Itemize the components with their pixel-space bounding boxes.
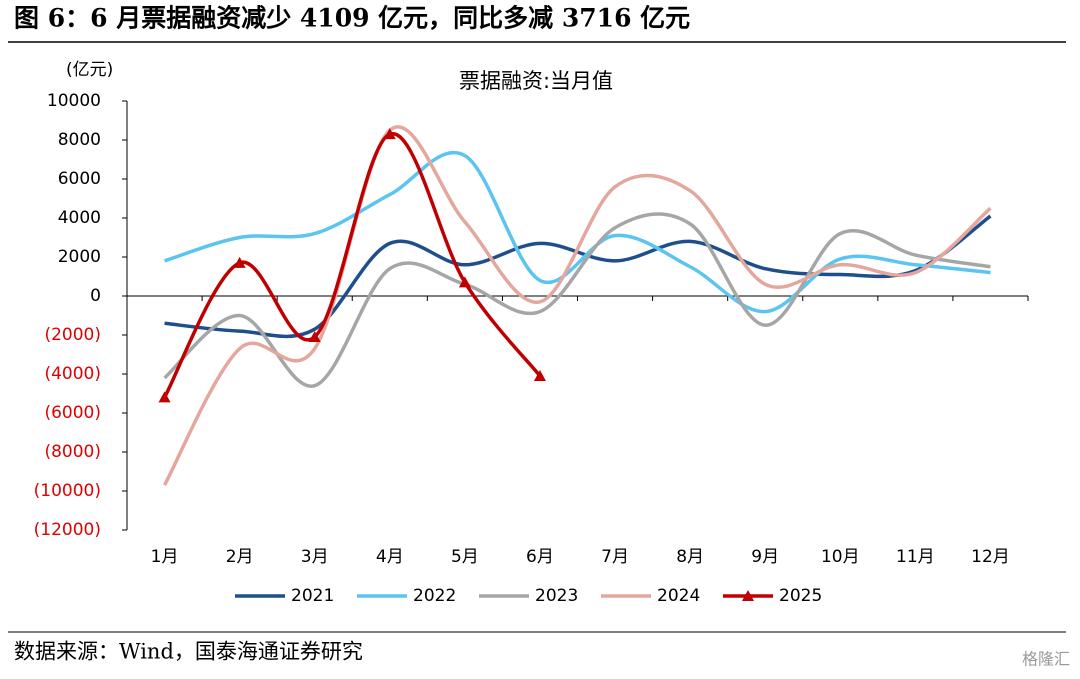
legend-label: 2021 (291, 586, 334, 606)
marker (308, 330, 321, 342)
x-tick-label: 3月 (301, 547, 329, 567)
line (163, 212, 991, 388)
y-tick-label: 10000 (47, 91, 101, 111)
line (163, 125, 992, 486)
marker (458, 276, 471, 288)
y-tick-label: 2000 (58, 247, 101, 267)
legend-label: 2022 (413, 586, 456, 606)
x-tick-label: 12月 (971, 547, 1010, 567)
x-tick-label: 5月 (451, 547, 479, 567)
y-tick-label: 4000 (58, 208, 101, 228)
line (163, 132, 542, 399)
legend-label: 2025 (779, 586, 822, 606)
y-tick-label: (10000) (34, 481, 101, 501)
y-tick-label: (6000) (44, 403, 101, 423)
legend-label: 2024 (657, 586, 700, 606)
x-tick-label: 9月 (751, 547, 779, 567)
y-tick-label: 0 (90, 286, 101, 306)
marker (233, 256, 246, 268)
y-tick-label: (12000) (34, 520, 101, 540)
marker (383, 128, 396, 140)
y-tick-label: (2000) (44, 325, 101, 345)
marker (158, 391, 171, 403)
x-tick-label: 1月 (151, 547, 179, 567)
legend-label: 2023 (535, 586, 578, 606)
y-tick-label: (8000) (44, 442, 101, 462)
watermark: 格隆汇 (1022, 650, 1070, 669)
x-tick-label: 10月 (821, 547, 860, 567)
x-tick-label: 7月 (601, 547, 629, 567)
y-axis-label: (亿元) (66, 60, 113, 80)
x-tick-label: 4月 (376, 547, 404, 567)
y-tick-label: 8000 (58, 130, 101, 150)
y-tick-label: (4000) (44, 364, 101, 384)
line (164, 214, 992, 339)
marker (533, 369, 546, 381)
x-tick-label: 6月 (526, 547, 554, 567)
x-tick-label: 8月 (676, 547, 704, 567)
chart-title: 票据融资:当月值 (459, 69, 613, 93)
x-tick-label: 2月 (226, 547, 254, 567)
figure-title: 图 6：6 月票据融资减少 4109 亿元，同比多减 3716 亿元 (14, 4, 690, 33)
line (164, 150, 991, 314)
legend-marker (742, 590, 754, 601)
y-tick-label: 6000 (58, 169, 101, 189)
x-tick-label: 11月 (896, 547, 935, 567)
source: 数据来源：Wind，国泰海通证券研究 (14, 640, 363, 664)
